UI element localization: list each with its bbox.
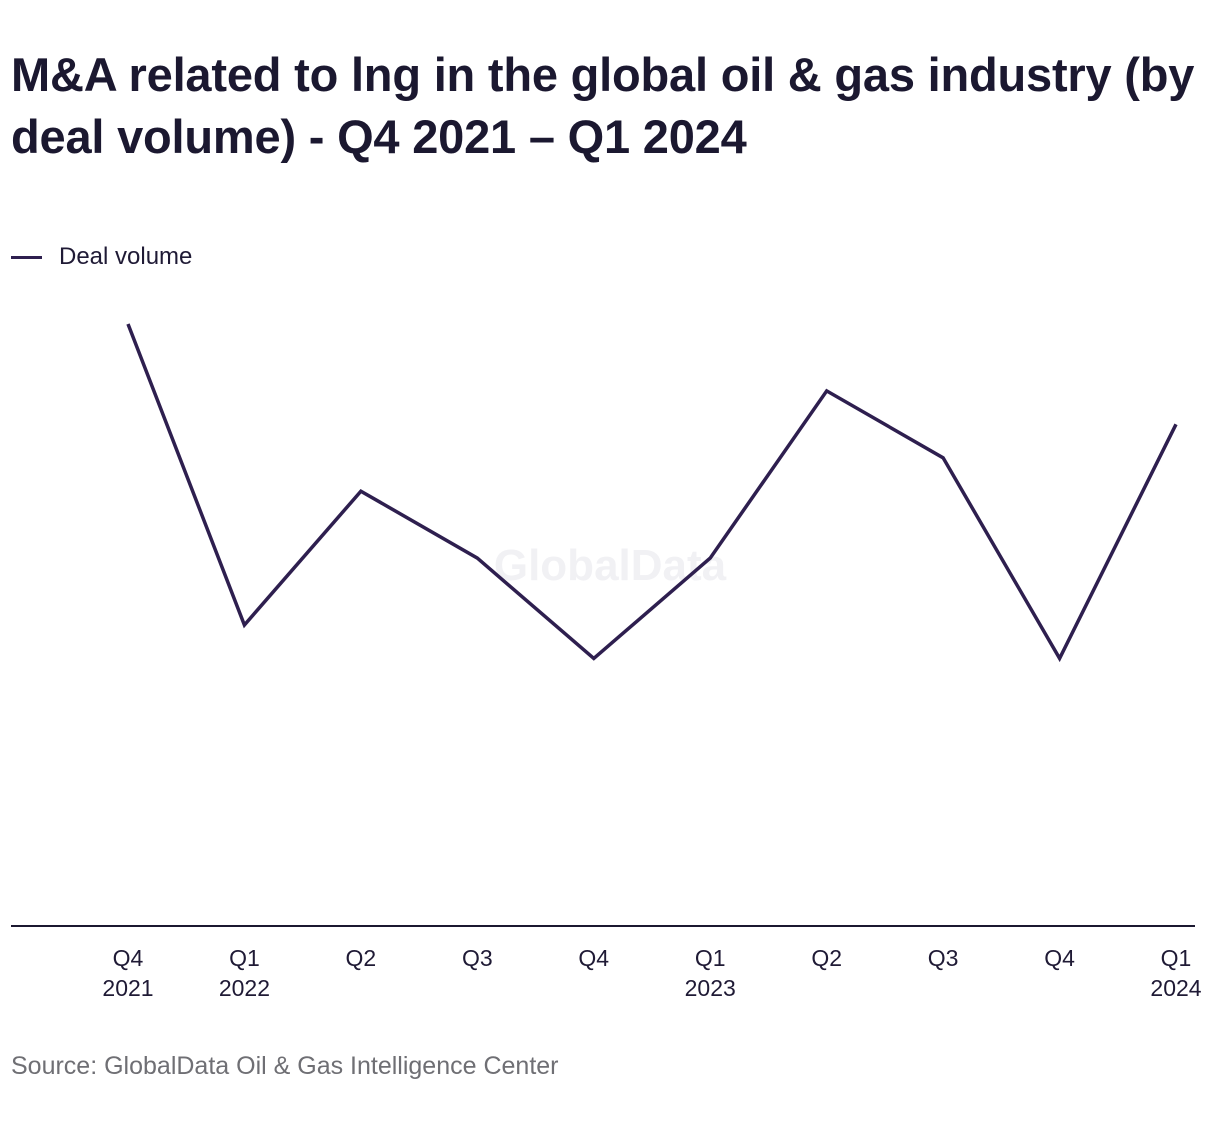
x-tick-year: 2024 [1150,975,1201,1001]
x-tick-year: 2023 [685,975,736,1001]
x-tick-quarter: Q4 [113,945,144,971]
x-tick-label: Q2 [811,945,842,971]
x-tick-quarter: Q4 [1044,945,1075,971]
x-axis-ticks: Q4 2021 Q1 2022 Q2 Q3 Q4 Q1 2023 Q2 Q3 Q4 Q1 2024 [102,945,1201,1001]
legend-swatch [11,255,42,259]
x-tick-quarter: Q2 [811,945,842,971]
x-tick-label: Q1 2023 [685,945,736,1001]
chart-title: M&A related to lng in the global oil & g… [11,48,1195,163]
x-tick-label: Q1 2024 [1150,945,1201,1001]
x-tick-label: Q2 [346,945,377,971]
legend-label: Deal volume [59,243,193,270]
legend: Deal volume [11,240,192,274]
series-group [126,323,1178,663]
x-tick-year: 2021 [102,975,153,1001]
x-tick-quarter: Q1 [695,945,726,971]
x-tick-label: Q4 [578,945,609,971]
x-tick-quarter: Q1 [1161,945,1192,971]
watermark: GlobalData [494,541,727,590]
x-tick-label: Q4 2021 [102,945,153,1001]
x-tick-quarter: Q3 [928,945,959,971]
x-tick-label: Q1 2022 [219,945,270,1001]
source-note: Source: GlobalData Oil & Gas Intelligenc… [11,1052,559,1080]
x-tick-label: Q3 [462,945,493,971]
x-tick-quarter: Q4 [578,945,609,971]
x-tick-quarter: Q2 [346,945,377,971]
x-tick-year: 2022 [219,975,270,1001]
x-tick-quarter: Q3 [462,945,493,971]
x-tick-quarter: Q1 [229,945,260,971]
x-tick-label: Q4 [1044,945,1075,971]
series-line-deal-volume [126,323,1178,663]
x-tick-label: Q3 [928,945,959,971]
